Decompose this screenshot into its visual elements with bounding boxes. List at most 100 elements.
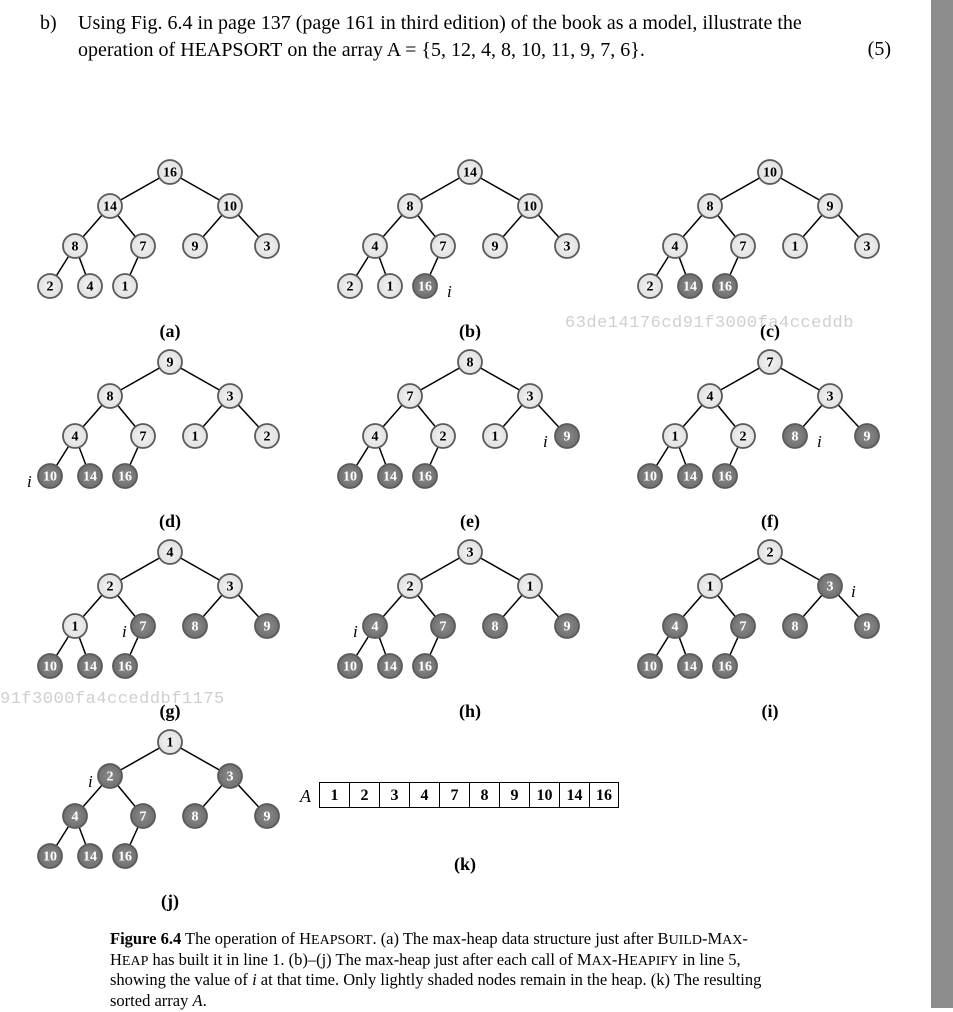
heap-node-value: 10 <box>643 660 657 675</box>
heap-node-value: 1 <box>192 430 199 445</box>
question-sc-1: EA <box>195 39 222 61</box>
page: b)Using Fig. 6.4 in page 137 (page 161 i… <box>0 0 953 1008</box>
question-text-1: Using Fig. 6.4 in page 137 (page 161 in … <box>78 12 802 34</box>
heap-node-value: 3 <box>527 390 534 405</box>
cap-l4b: . <box>203 991 207 1010</box>
heap-node-value: 3 <box>827 390 834 405</box>
heap-node-value: 2 <box>47 280 54 295</box>
heap-node-value: 16 <box>718 470 732 485</box>
cap-sc2: UILD <box>669 933 702 948</box>
array-cell: 9 <box>499 782 529 808</box>
heap-node-value: 9 <box>864 430 871 445</box>
heap-node-value: 14 <box>103 200 117 215</box>
sublabel-a: (a) <box>25 321 315 342</box>
subplot-b: 1481047932116i(b) <box>325 154 615 344</box>
heap-node-value: 7 <box>140 430 147 445</box>
heap-node-value: 2 <box>107 770 114 785</box>
sublabel-g: (g) <box>25 701 315 722</box>
heap-node-value: 2 <box>767 546 774 561</box>
heap-node-value: 4 <box>372 430 379 445</box>
cap-l3: showing the value of <box>110 970 252 989</box>
sublabel-i: (i) <box>625 701 915 722</box>
array-cell: 3 <box>379 782 409 808</box>
heap-node-value: 4 <box>707 390 714 405</box>
heap-node-value: 14 <box>683 470 697 485</box>
question-sc-2: ORT <box>244 39 283 61</box>
heap-node-value: 10 <box>223 200 237 215</box>
cap-l4i: A <box>192 991 202 1010</box>
caption-fignum: Figure 6.4 <box>110 929 181 948</box>
heap-node-value: 4 <box>372 620 379 635</box>
heap-node-value: 10 <box>343 470 357 485</box>
array-cell: 8 <box>469 782 499 808</box>
heap-node-value: 9 <box>564 430 571 445</box>
heap-node-value: 10 <box>523 200 537 215</box>
cap-l2d: in line 5, <box>678 950 740 969</box>
array-cell: 16 <box>589 782 619 808</box>
heap-node-value: 1 <box>707 580 714 595</box>
sublabel-b: (b) <box>325 321 615 342</box>
heap-node-value: 14 <box>83 850 97 865</box>
heap-node-value: 1 <box>122 280 129 295</box>
heap-node-value: 3 <box>227 580 234 595</box>
heap-node-value: 10 <box>343 660 357 675</box>
cap-t1: The operation of H <box>181 929 311 948</box>
cap-sc5: EAPIFY <box>629 954 678 969</box>
heap-node-value: 1 <box>72 620 79 635</box>
heap-node-value: 7 <box>440 240 447 255</box>
heap-node-value: 10 <box>643 470 657 485</box>
array-cell: 2 <box>349 782 379 808</box>
sublabel-c: (c) <box>625 321 915 342</box>
heap-node-value: 8 <box>192 810 199 825</box>
heap-node-value: 8 <box>792 430 799 445</box>
heap-node-value: 1 <box>167 736 174 751</box>
heap-node-value: 16 <box>418 470 432 485</box>
heap-node-value: 7 <box>407 390 414 405</box>
heap-node-value: 14 <box>83 470 97 485</box>
heap-node-value: 3 <box>864 240 871 255</box>
array-cell: 14 <box>559 782 589 808</box>
heap-node-value: 9 <box>264 620 271 635</box>
heap-node-value: 3 <box>227 390 234 405</box>
subplot-h: 3214789101416i(h) <box>325 534 615 724</box>
heap-node-value: 8 <box>792 620 799 635</box>
heap-node-value: 4 <box>672 620 679 635</box>
heap-node-value: 7 <box>140 240 147 255</box>
array-cell: 7 <box>439 782 469 808</box>
heap-node-value: 1 <box>387 280 394 295</box>
heap-node-value: 7 <box>740 620 747 635</box>
heap-node-value: 9 <box>167 356 174 371</box>
heap-node-value: 7 <box>440 620 447 635</box>
cap-sc4: AX <box>592 954 612 969</box>
heap-node-value: 3 <box>467 546 474 561</box>
question-label-b: b) <box>40 10 78 37</box>
heap-node-value: 10 <box>43 470 57 485</box>
heap-node-value: 7 <box>767 356 774 371</box>
heap-node-value: 4 <box>87 280 94 295</box>
cap-l3b: at that time. Only lightly shaded nodes … <box>257 970 762 989</box>
question-line-1: b)Using Fig. 6.4 in page 137 (page 161 i… <box>0 10 931 37</box>
i-label: i <box>88 772 93 792</box>
scrollbar-track[interactable] <box>931 0 953 1008</box>
content: b)Using Fig. 6.4 in page 137 (page 161 i… <box>0 0 931 994</box>
heap-node-value: 8 <box>492 620 499 635</box>
heap-node-value: 4 <box>372 240 379 255</box>
final-array-k: A1234789101416 <box>300 782 619 808</box>
question-text-2b: PS <box>221 39 243 61</box>
heap-node-value: 9 <box>264 810 271 825</box>
i-label: i <box>447 282 452 302</box>
sublabel-h: (h) <box>325 701 615 722</box>
heap-node-value: 16 <box>118 470 132 485</box>
heap-node-value: 14 <box>683 660 697 675</box>
i-label: i <box>122 622 127 642</box>
heap-node-value: 16 <box>418 660 432 675</box>
cap-l2c: -H <box>612 950 629 969</box>
heap-node-value: 4 <box>72 810 79 825</box>
heap-node-value: 2 <box>740 430 747 445</box>
heap-node-value: 16 <box>118 850 132 865</box>
sublabel-e: (e) <box>325 511 615 532</box>
sublabel-j: (j) <box>25 891 315 912</box>
subplot-f: 7431289101416i(f) <box>625 344 915 534</box>
heap-node-value: 4 <box>167 546 174 561</box>
heap-node-value: 2 <box>347 280 354 295</box>
